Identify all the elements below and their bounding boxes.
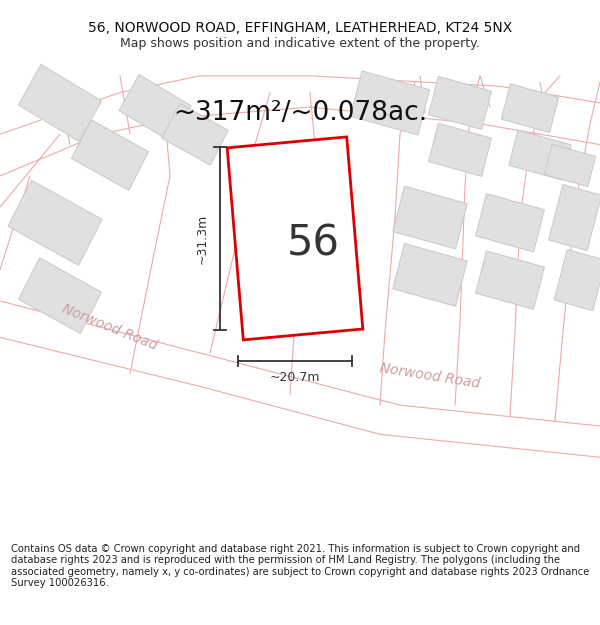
- Polygon shape: [509, 130, 571, 180]
- Polygon shape: [393, 244, 467, 306]
- Polygon shape: [119, 74, 191, 142]
- Text: Contains OS data © Crown copyright and database right 2021. This information is : Contains OS data © Crown copyright and d…: [11, 544, 589, 588]
- Polygon shape: [476, 251, 544, 309]
- Text: Map shows position and indicative extent of the property.: Map shows position and indicative extent…: [120, 38, 480, 50]
- Text: ~317m²/~0.078ac.: ~317m²/~0.078ac.: [173, 101, 427, 126]
- Text: ~20.7m: ~20.7m: [270, 371, 320, 384]
- Polygon shape: [227, 137, 363, 340]
- Polygon shape: [350, 71, 430, 135]
- Polygon shape: [8, 180, 102, 266]
- Polygon shape: [19, 64, 101, 141]
- Text: 56: 56: [287, 222, 340, 264]
- Polygon shape: [428, 76, 491, 129]
- Text: ~31.3m: ~31.3m: [196, 213, 209, 264]
- Polygon shape: [554, 249, 600, 311]
- Polygon shape: [548, 184, 600, 251]
- Text: Norwood Road: Norwood Road: [61, 301, 160, 352]
- Polygon shape: [476, 194, 544, 252]
- Polygon shape: [71, 120, 149, 190]
- Polygon shape: [428, 123, 491, 176]
- Text: Norwood Road: Norwood Road: [379, 361, 481, 391]
- Text: 56, NORWOOD ROAD, EFFINGHAM, LEATHERHEAD, KT24 5NX: 56, NORWOOD ROAD, EFFINGHAM, LEATHERHEAD…: [88, 21, 512, 34]
- Polygon shape: [19, 258, 101, 334]
- Polygon shape: [544, 144, 596, 187]
- Polygon shape: [502, 84, 559, 132]
- Polygon shape: [162, 103, 228, 165]
- Polygon shape: [393, 186, 467, 249]
